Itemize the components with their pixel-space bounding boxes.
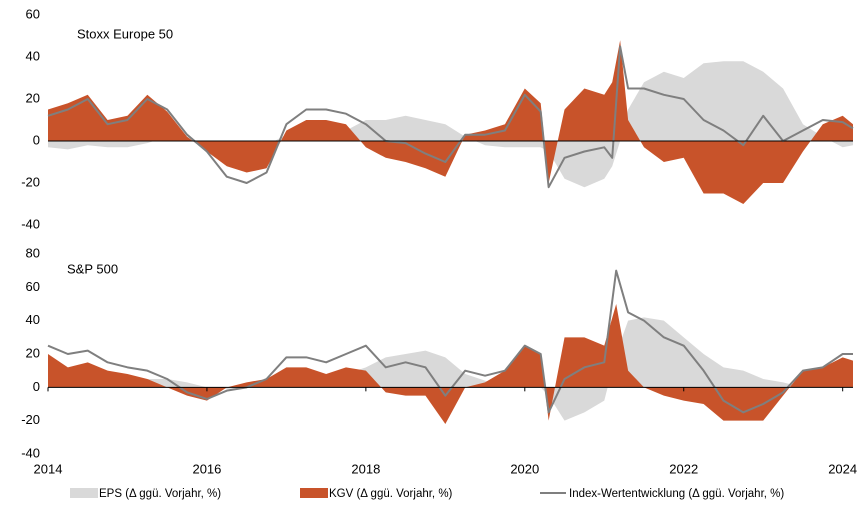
y-tick-label: -20 (21, 412, 40, 427)
y-tick-label: 80 (26, 245, 40, 260)
y-tick-label: -40 (21, 445, 40, 460)
legend-swatch (70, 488, 98, 498)
legend-label: KGV (Δ ggü. Vorjahr, %) (329, 488, 453, 500)
legend-label: EPS (Δ ggü. Vorjahr, %) (99, 488, 221, 500)
area (48, 304, 853, 424)
y-tick-label: 0 (33, 379, 40, 394)
panel-title: Stoxx Europe 50 (77, 26, 173, 41)
y-tick-label: 60 (26, 6, 40, 21)
y-tick-label: -20 (21, 174, 40, 189)
x-tick-label: 2024 (828, 461, 857, 476)
area (48, 317, 853, 421)
x-tick-label: 2022 (669, 461, 698, 476)
area (48, 40, 853, 205)
y-tick-label: -40 (21, 216, 40, 231)
legend-swatch (300, 488, 328, 498)
area (48, 61, 853, 188)
panel-title: S&P 500 (67, 261, 118, 276)
y-tick-label: 20 (26, 90, 40, 105)
y-tick-label: 40 (26, 48, 40, 63)
x-tick-label: 2020 (510, 461, 539, 476)
legend-label: Index-Wertentwicklung (Δ ggü. Vorjahr, %… (569, 488, 784, 500)
x-tick-label: 2018 (351, 461, 380, 476)
x-tick-label: 2016 (192, 461, 221, 476)
y-tick-label: 40 (26, 312, 40, 327)
y-tick-label: 0 (33, 132, 40, 147)
y-tick-label: 20 (26, 345, 40, 360)
line (47, 269, 853, 414)
x-tick-label: 2014 (34, 461, 63, 476)
line (47, 45, 854, 189)
y-tick-label: 60 (26, 279, 40, 294)
